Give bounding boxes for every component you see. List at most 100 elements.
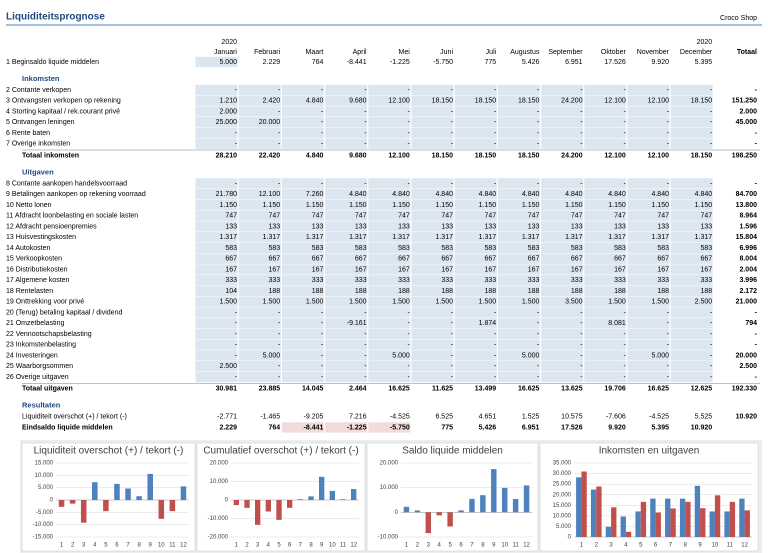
cell: 4.840 xyxy=(608,191,626,198)
input-cell xyxy=(497,275,540,286)
cell: 2.004 xyxy=(739,266,757,273)
input-cell xyxy=(627,264,670,275)
cell: 7.260 xyxy=(306,191,324,198)
input-cell xyxy=(497,264,540,275)
input-cell xyxy=(584,84,627,96)
cell: 21.780 xyxy=(216,191,238,198)
cell: - xyxy=(407,363,410,370)
input-cell xyxy=(497,232,540,243)
cell: 12.625 xyxy=(691,386,713,393)
input-cell xyxy=(281,339,324,350)
cell: - xyxy=(494,119,497,126)
bar xyxy=(340,499,346,500)
bar xyxy=(103,500,109,512)
bar xyxy=(414,510,421,513)
cell: - xyxy=(755,342,758,349)
input-cell xyxy=(238,84,281,96)
input-cell xyxy=(670,127,713,139)
cell: 4.840 xyxy=(435,191,453,198)
x-tick-label: 10 xyxy=(501,543,508,549)
input-cell xyxy=(627,106,670,117)
cell: - xyxy=(667,141,670,148)
input-cell xyxy=(454,127,497,139)
input-cell xyxy=(670,178,713,189)
cell: 5.395 xyxy=(651,424,669,431)
cell: - xyxy=(667,342,670,349)
cell: 1.500 xyxy=(219,299,237,306)
cell: 24.200 xyxy=(561,98,583,105)
input-cell xyxy=(670,106,713,117)
cell: 747 xyxy=(701,213,713,220)
x-tick-label: 1 xyxy=(580,543,584,549)
cell: - xyxy=(451,108,454,115)
input-cell xyxy=(368,189,411,200)
cell: 188 xyxy=(485,288,497,295)
cell: 583 xyxy=(441,245,453,252)
cell: - xyxy=(755,130,758,137)
cell: 23.885 xyxy=(259,386,281,393)
x-tick-label: 11 xyxy=(340,543,347,549)
input-cell xyxy=(541,117,584,128)
cell: -2.771 xyxy=(217,414,237,421)
input-cell xyxy=(238,307,281,318)
cell: 8.964 xyxy=(739,213,757,220)
bar xyxy=(425,512,432,534)
input-cell xyxy=(627,318,670,329)
cell: 667 xyxy=(571,256,583,263)
cell: 16.625 xyxy=(648,386,670,393)
cell: 583 xyxy=(269,245,281,252)
input-cell xyxy=(670,199,713,211)
input-cell xyxy=(411,106,454,117)
x-tick-label: 5 xyxy=(277,543,281,549)
cell: 9.920 xyxy=(608,424,626,431)
input-cell xyxy=(670,95,713,106)
cell: 1.150 xyxy=(565,202,583,209)
input-cell xyxy=(627,189,670,200)
cell: 333 xyxy=(225,277,237,284)
cell: - xyxy=(623,87,626,94)
y-tick-label: -10.000 xyxy=(33,522,54,528)
input-cell xyxy=(195,138,238,149)
cell: 12.100 xyxy=(648,152,670,159)
row-label: 17 Algemene kosten xyxy=(6,277,70,284)
input-cell xyxy=(497,127,540,139)
input-cell xyxy=(584,232,627,243)
cell: 9.920 xyxy=(651,59,669,66)
input-cell xyxy=(195,221,238,232)
input-cell xyxy=(368,328,411,340)
cell: 167 xyxy=(269,266,281,273)
input-cell xyxy=(584,275,627,286)
cell: 18.150 xyxy=(432,152,454,159)
row-label: Eindsaldo liquide middelen xyxy=(22,424,113,431)
input-cell xyxy=(368,117,411,128)
input-cell xyxy=(670,350,713,361)
bar xyxy=(469,498,475,513)
cell: 747 xyxy=(355,213,367,220)
input-cell xyxy=(281,371,324,383)
cell: 2.000 xyxy=(219,108,237,115)
x-tick-label: 4 xyxy=(267,543,271,549)
input-cell xyxy=(281,199,324,211)
row-label: Totaal uitgaven xyxy=(22,386,73,393)
cell: 333 xyxy=(485,277,497,284)
cell: - xyxy=(278,320,281,327)
input-cell xyxy=(497,307,540,318)
cell: 764 xyxy=(269,424,281,431)
input-cell xyxy=(368,210,411,221)
cell: 583 xyxy=(355,245,367,252)
input-cell xyxy=(584,339,627,350)
input-cell xyxy=(584,127,627,139)
cell: 333 xyxy=(269,277,281,284)
input-cell xyxy=(325,318,368,329)
input-cell xyxy=(584,221,627,232)
cell: 10.920 xyxy=(691,424,713,431)
cell: 6.525 xyxy=(435,414,453,421)
bar xyxy=(447,512,453,527)
cell: 1.150 xyxy=(479,202,497,209)
input-cell xyxy=(454,189,497,200)
cell: - xyxy=(580,363,583,370)
cell: - xyxy=(407,130,410,137)
input-cell xyxy=(411,199,454,211)
input-cell xyxy=(454,242,497,254)
bar xyxy=(319,476,325,500)
